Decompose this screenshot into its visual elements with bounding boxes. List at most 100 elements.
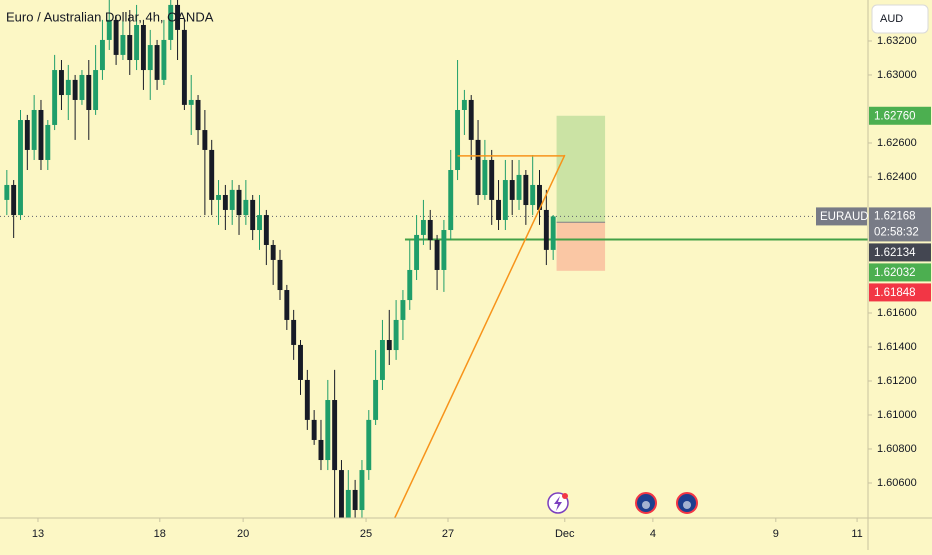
candle-body <box>366 419 372 471</box>
candle-body <box>216 194 221 200</box>
target-price-label: 1.62760 <box>874 110 916 122</box>
candle-body <box>455 109 461 171</box>
candle-body <box>4 184 10 200</box>
stop-price-label: 1.61848 <box>874 287 916 299</box>
candle-body <box>516 174 522 200</box>
y-tick-label: 1.60600 <box>877 477 917 489</box>
event-dot <box>562 493 568 499</box>
candle-body <box>154 45 160 80</box>
candle-body <box>427 219 433 241</box>
candle-body <box>420 219 426 235</box>
stop-price-label-box <box>869 283 931 302</box>
candle-body <box>99 39 105 71</box>
candle-body <box>502 180 508 220</box>
y-tick-label: 1.61200 <box>877 375 917 387</box>
candle-body <box>393 319 399 351</box>
candle-body <box>45 124 51 160</box>
candle-body <box>188 99 194 105</box>
candle-body <box>543 209 549 250</box>
support-price-label: 1.62032 <box>874 267 916 279</box>
candle-body <box>140 24 146 71</box>
y-tick-label: 1.61000 <box>877 409 917 421</box>
candle-body <box>24 120 30 150</box>
symbol-box <box>816 207 867 226</box>
y-tick-label: 1.62600 <box>877 137 917 149</box>
candle-body <box>468 99 474 140</box>
candle-body <box>113 19 119 55</box>
candle-body <box>229 189 235 210</box>
candle-body <box>379 340 385 380</box>
candle-body <box>318 439 324 461</box>
countdown-label: 02:58:32 <box>874 226 919 238</box>
flag-detail <box>683 501 691 509</box>
x-tick-label: Dec <box>555 528 575 540</box>
candle-body <box>509 180 515 200</box>
y-tick-label: 1.62400 <box>877 171 917 183</box>
candle-body <box>202 130 208 150</box>
target-price-label-box <box>869 106 931 125</box>
currency-button[interactable]: AUD <box>871 4 929 34</box>
candle-body <box>236 189 242 216</box>
candle-body <box>373 379 379 420</box>
last-price-label: 1.62168 <box>874 210 916 222</box>
candle-body <box>489 159 495 200</box>
support-price-label-box <box>869 263 931 282</box>
candle-body <box>147 45 153 71</box>
candle-body <box>325 400 331 461</box>
event-icons[interactable] <box>547 492 698 514</box>
candle-body <box>284 290 290 320</box>
flag-detail <box>642 501 650 509</box>
candle-body <box>461 99 467 110</box>
candle-body <box>11 184 17 216</box>
candle-body <box>222 194 228 210</box>
entry-price-label: 1.62134 <box>874 247 916 259</box>
candle-body <box>106 19 112 40</box>
entry-price-label-box <box>869 243 931 262</box>
candle-body <box>407 269 413 301</box>
candle-body <box>59 70 64 96</box>
y-tick-label: 1.61600 <box>877 307 917 319</box>
candle-body <box>18 120 23 216</box>
x-tick-label: 27 <box>442 528 454 540</box>
candle-body <box>277 259 283 291</box>
candle-body <box>175 4 181 30</box>
candle-body <box>434 240 440 270</box>
symbol-label: EURAUD <box>820 211 869 223</box>
candle-body <box>181 29 187 105</box>
x-tick-label: 20 <box>237 528 249 540</box>
candle-body <box>168 4 174 40</box>
candle-body <box>352 489 358 511</box>
x-tick-label: 25 <box>360 528 372 540</box>
candle-body <box>304 379 310 420</box>
candle-body <box>448 170 454 231</box>
candle-body <box>250 199 256 231</box>
candle-body <box>339 470 344 518</box>
candle-body <box>496 199 501 220</box>
candle-body <box>523 174 529 206</box>
candle-body <box>93 70 99 110</box>
currency-button-box[interactable] <box>871 4 929 34</box>
y-tick-label: 1.60800 <box>877 443 917 455</box>
candle-body <box>209 149 215 200</box>
candle-body <box>120 35 126 55</box>
candle-body <box>127 35 133 61</box>
candle-body <box>161 39 167 80</box>
candle-body <box>386 340 392 351</box>
chart-title: Euro / Australian Dollar, 4h, OANDA <box>6 9 214 24</box>
candle-body <box>311 419 317 440</box>
x-tick-label: 13 <box>32 528 44 540</box>
candle-body <box>345 489 351 518</box>
candle-body <box>195 99 201 131</box>
currency-label[interactable]: AUD <box>880 13 903 25</box>
candle-body <box>38 109 44 160</box>
candle-body <box>482 159 488 195</box>
candle-body <box>359 470 365 511</box>
trend-line <box>394 154 566 518</box>
candle-body <box>72 79 78 100</box>
x-tick-label: 9 <box>773 528 779 540</box>
candle-body <box>298 344 303 380</box>
candle-body <box>52 70 58 125</box>
